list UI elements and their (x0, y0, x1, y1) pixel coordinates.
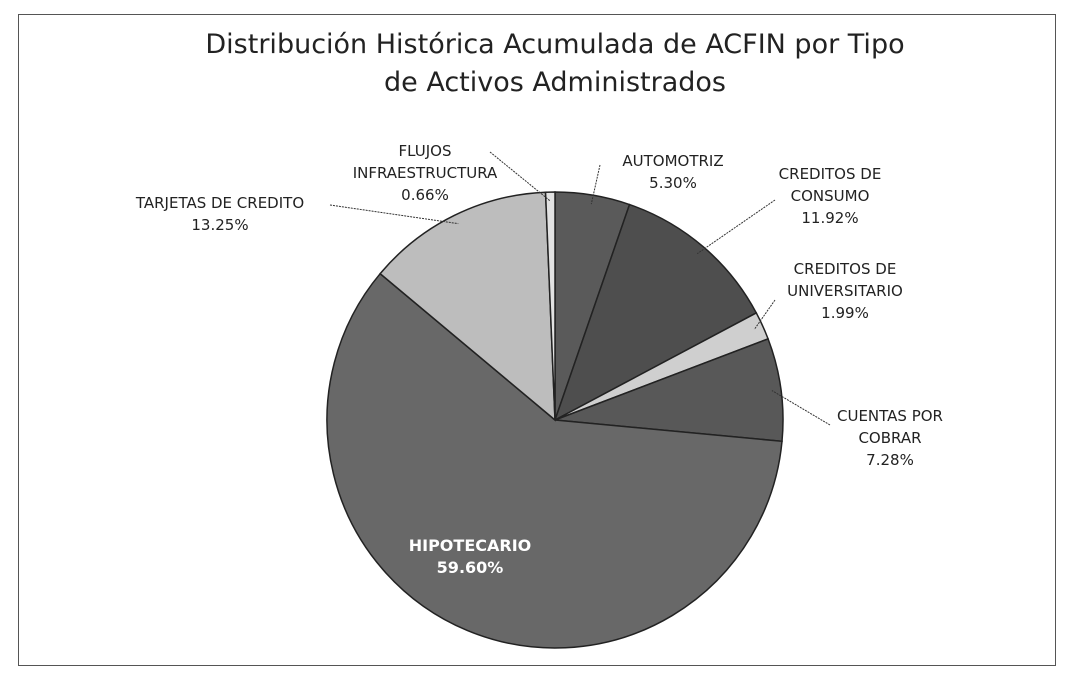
slice-value: 13.25% (191, 216, 249, 234)
leader-line (489, 151, 551, 202)
slice-label: CREDITOS DE CONSUMO 11.92% (770, 163, 890, 229)
slice-value: 7.28% (866, 451, 914, 469)
slice-label: HIPOTECARIO 59.60% (385, 535, 555, 579)
chart-frame (18, 14, 1056, 666)
slice-category: CREDITOS DE UNIVERSITARIO (787, 260, 903, 300)
slice-category: AUTOMOTRIZ (622, 152, 724, 170)
slice-category: HIPOTECARIO (408, 536, 532, 555)
leader-line (590, 164, 601, 205)
slice-category: CREDITOS DE CONSUMO (778, 165, 882, 205)
slice-value: 5.30% (649, 174, 697, 192)
leader-line (696, 199, 776, 255)
slice-category: FLUJOS INFRAESTRUCTURA (352, 142, 498, 182)
slice-category: CUENTAS POR COBRAR (837, 407, 943, 447)
slice-value: 11.92% (801, 209, 859, 227)
pie-slice (544, 191, 556, 421)
slice-label: AUTOMOTRIZ 5.30% (603, 150, 743, 194)
slice-category: TARJETAS DE CREDITO (135, 194, 305, 212)
slice-label: CUENTAS POR COBRAR 7.28% (825, 405, 955, 471)
pie-slice (379, 191, 556, 422)
slice-value: 0.66% (401, 186, 449, 204)
leader-line (329, 204, 459, 225)
leader-line (771, 390, 831, 426)
pie-slice (553, 203, 758, 422)
slice-value: 59.60% (436, 558, 504, 577)
leader-line (753, 299, 776, 330)
slice-value: 1.99% (821, 304, 869, 322)
slice-label: FLUJOS INFRAESTRUCTURA 0.66% (345, 140, 505, 206)
pie-slice (554, 337, 784, 443)
slice-label: TARJETAS DE CREDITO 13.25% (105, 192, 335, 236)
slice-label: CREDITOS DE UNIVERSITARIO 1.99% (765, 258, 925, 324)
chart-title: Distribución Histórica Acumulada de ACFI… (205, 29, 905, 98)
pie-slice (326, 272, 783, 649)
